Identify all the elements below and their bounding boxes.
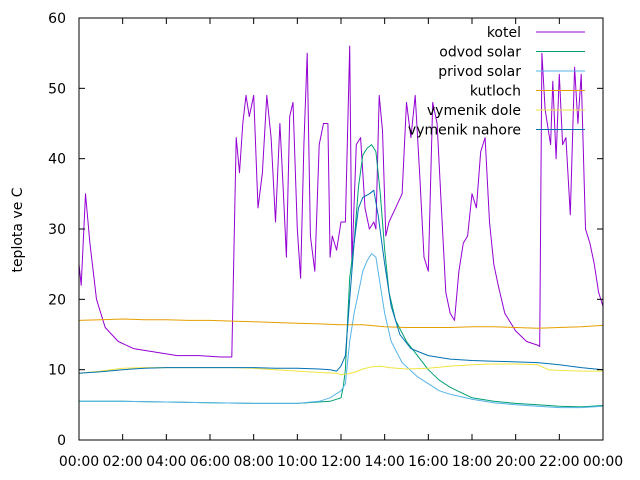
series-line-odvod-solar	[79, 144, 604, 408]
x-tick-label: 12:00	[321, 454, 361, 470]
y-tick-label: 60	[48, 11, 66, 27]
x-tick-label: 02:00	[102, 454, 142, 470]
y-axis-title: teplota ve C	[10, 187, 26, 272]
series-layer	[78, 45, 604, 409]
legend-label: kutloch	[470, 84, 521, 100]
legend-label: odvod solar	[439, 45, 521, 61]
y-tick-label: 50	[48, 81, 66, 97]
series-line-kotel	[78, 45, 604, 358]
x-tick-label: 18:00	[452, 454, 492, 470]
y-tick-label: 20	[48, 292, 66, 308]
x-tick-label: 06:00	[190, 454, 230, 470]
y-tick-label: 0	[57, 433, 66, 449]
legend-label: vymenik nahore	[408, 123, 521, 139]
legend-label: kotel	[487, 25, 521, 41]
x-tick-label: 08:00	[233, 454, 273, 470]
series-line-kutloch	[78, 318, 604, 329]
legend: kotel odvod solar privod solar kutloch vymen…	[408, 25, 585, 139]
x-tick-label: 00:00	[583, 454, 623, 470]
x-tick-label: 10:00	[277, 454, 317, 470]
x-tick-label: 14:00	[364, 454, 404, 470]
series-line-privod-solar	[79, 253, 604, 409]
legend-label: privod solar	[438, 64, 521, 80]
x-tick-label: 04:00	[146, 454, 186, 470]
y-tick-label: 30	[48, 222, 66, 238]
x-tick-label: 00:00	[59, 454, 99, 470]
legend-label: vymenik dole	[427, 103, 521, 119]
series-line-vymenik-nahore	[78, 189, 604, 374]
y-tick-label: 10	[48, 363, 66, 379]
x-tick-label: 22:00	[539, 454, 579, 470]
y-tick-label: 40	[48, 152, 66, 168]
x-tick-label: 16:00	[408, 454, 448, 470]
x-tick-label: 20:00	[495, 454, 535, 470]
